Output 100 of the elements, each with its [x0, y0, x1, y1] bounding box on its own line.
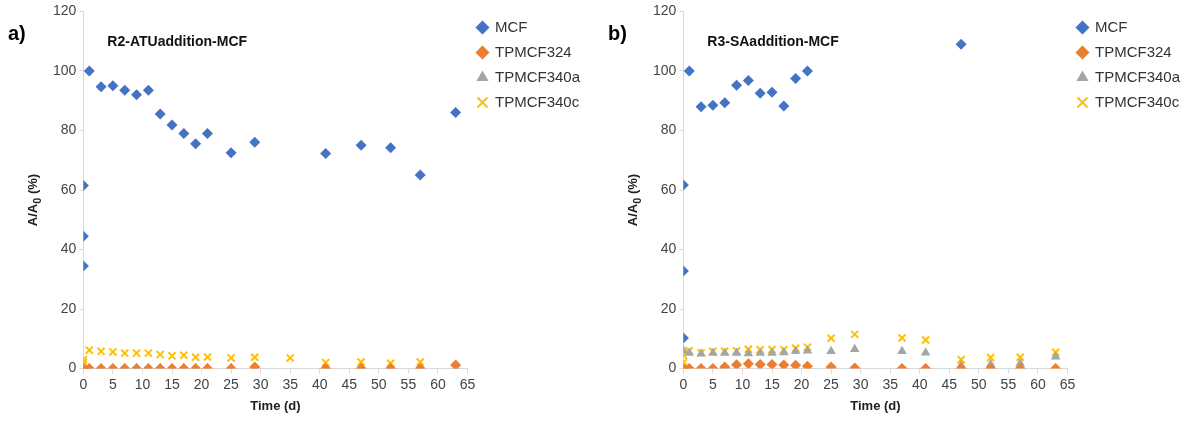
point — [683, 65, 695, 77]
text: R3-SAaddition-MCF — [707, 33, 840, 50]
point — [414, 169, 426, 181]
y-tick-label: 40 — [660, 240, 677, 257]
point — [250, 352, 260, 362]
x-tick-label: 30 — [252, 375, 269, 392]
legend-label: MCF — [1094, 17, 1128, 35]
x-tick-label: 60 — [430, 375, 446, 392]
point — [179, 350, 189, 360]
y-tick-label: 0 — [68, 359, 77, 376]
y-tick-label: 60 — [660, 180, 677, 197]
x-tick-label: 65 — [1059, 375, 1076, 392]
x-tick-label: 5 — [109, 375, 118, 392]
text: R2-ATUaddition-MCF — [107, 33, 248, 50]
point — [742, 358, 754, 369]
point — [95, 81, 107, 93]
point — [321, 358, 331, 368]
legend-label: TPMCF340c — [494, 92, 580, 110]
x-tick-label: 60 — [1030, 375, 1046, 392]
point — [450, 107, 462, 119]
point — [285, 353, 295, 363]
point — [754, 87, 766, 99]
x-tick-label: 25 — [223, 375, 240, 392]
x-axis-title: Time (d) — [250, 397, 301, 413]
x-axis-title: Time (d) — [850, 397, 901, 413]
point — [1015, 352, 1025, 362]
point — [719, 97, 731, 109]
point — [355, 139, 367, 151]
point — [731, 79, 743, 91]
point — [167, 351, 177, 361]
point — [385, 142, 397, 154]
point — [766, 86, 778, 98]
point — [849, 343, 860, 352]
y-tick-label: 40 — [60, 240, 77, 257]
x-tick-label: 15 — [764, 375, 780, 392]
point — [201, 127, 213, 139]
point — [155, 350, 165, 360]
point — [142, 84, 154, 96]
point — [225, 147, 237, 159]
point — [178, 127, 190, 139]
point — [826, 333, 836, 343]
point — [386, 358, 396, 368]
y-tick-label: 120 — [53, 2, 77, 19]
x-tick-label: 45 — [941, 375, 958, 392]
x-tick-label: 55 — [400, 375, 417, 392]
point — [190, 138, 202, 150]
legend-label: TPMCF324 — [494, 42, 572, 60]
x-tick-label: 5 — [709, 375, 718, 392]
point — [84, 345, 94, 355]
x-tick-label: 0 — [679, 375, 688, 392]
point — [226, 353, 236, 363]
point — [897, 345, 907, 355]
point — [131, 89, 143, 101]
point — [790, 359, 802, 369]
point — [107, 80, 119, 92]
y-tick-label: 80 — [660, 121, 677, 138]
y-tick-label: 80 — [60, 121, 77, 138]
point — [191, 352, 201, 362]
point — [801, 360, 813, 369]
x-tick-label: 25 — [823, 375, 840, 392]
point — [986, 353, 996, 363]
point — [754, 358, 766, 369]
point — [143, 348, 153, 358]
x-tick-label: 0 — [79, 375, 88, 392]
point — [766, 358, 778, 369]
point — [202, 352, 212, 362]
y-tick-label: 120 — [653, 2, 677, 19]
x-tick-label: 10 — [734, 375, 751, 392]
point — [731, 359, 743, 369]
point — [695, 101, 707, 113]
point — [778, 359, 790, 369]
x-tick-label: 50 — [371, 375, 387, 392]
legend-label: TPMCF324 — [1094, 42, 1172, 60]
legend-label: TPMCF340c — [1094, 92, 1180, 110]
x-tick-label: 30 — [852, 375, 869, 392]
point — [956, 355, 966, 365]
legend-label: TPMCF340a — [494, 67, 581, 85]
point — [108, 347, 118, 357]
point — [166, 119, 178, 131]
x-tick-label: 65 — [459, 375, 476, 392]
y-tick-label: 20 — [60, 299, 77, 316]
point — [415, 357, 425, 367]
point — [790, 72, 802, 84]
text: b) — [608, 22, 627, 45]
x-tick-label: 40 — [911, 375, 928, 392]
y-tick-label: 60 — [60, 180, 77, 197]
point — [897, 333, 907, 343]
point — [320, 147, 332, 159]
point — [83, 65, 95, 77]
x-tick-label: 35 — [882, 375, 899, 392]
x-tick-label: 20 — [193, 375, 210, 392]
y-tick-label: 0 — [668, 359, 677, 376]
legend-label: TPMCF340a — [1094, 67, 1181, 85]
point — [1051, 347, 1061, 357]
x-tick-label: 20 — [793, 375, 810, 392]
point — [249, 136, 261, 148]
point — [154, 108, 166, 120]
point — [96, 346, 106, 356]
point — [119, 84, 131, 96]
legend-label: MCF — [494, 17, 528, 35]
